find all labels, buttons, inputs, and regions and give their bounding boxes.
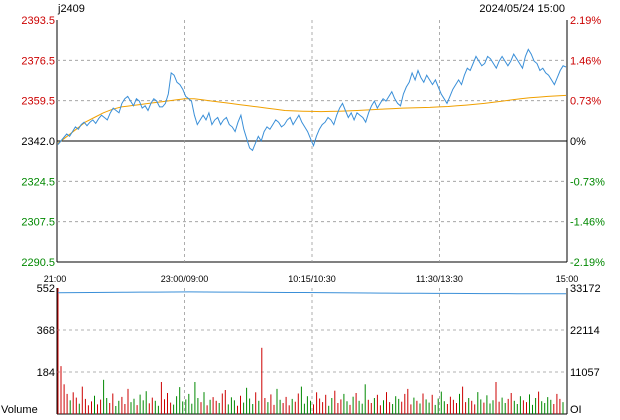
volume-panel: 552 368 184 33172 22114 11057 Volume OI [1,283,601,416]
y-tick-label-right: 1.46% [570,55,601,67]
oi-y-ticks-right: 33172 22114 11057 [570,283,601,379]
price-grid [57,20,567,262]
y-tick-label-left: 2376.5 [21,55,55,67]
price-y-ticks-left: 2393.5 2376.5 2359.5 2342.0 2324.5 2307.5 2290… [21,15,55,269]
y-tick-label-left: 2342.0 [21,136,55,148]
volume-bars [57,288,564,414]
x-tick-label: 23:00/09:00 [161,274,209,284]
price-y-ticks-right: 2.19% 1.46% 0.73% 0% -0.73% -1.46% -2.19% [570,15,605,269]
y-tick-label-left: 2393.5 [21,15,55,27]
y-tick-label-right: -1.46% [570,217,605,229]
open-interest-line [57,291,567,295]
y-tick-label-right: 0.73% [570,96,601,108]
volume-grid [57,288,567,414]
oi-tick-label: 11057 [570,367,600,379]
oi-tick-label: 33172 [570,283,601,295]
volume-label: Volume [1,404,38,416]
y-tick-label-right: -2.19% [570,257,605,269]
y-tick-label-right: 2.19% [570,15,601,27]
x-tick-label: 10:15/10:30 [288,274,336,284]
y-tick-label-left: 2307.5 [21,217,55,229]
y-tick-label-left: 2324.5 [21,176,55,188]
volume-y-ticks-left: 552 368 184 [37,283,55,379]
volume-tick-label: 368 [37,325,55,337]
datetime-label: 2024/05/24 15:00 [479,3,565,15]
y-tick-label-left: 2359.5 [21,96,55,108]
volume-tick-label: 552 [37,283,55,295]
symbol-label: j2409 [57,3,85,15]
x-tick-label: 21:00 [44,274,67,284]
x-tick-label: 11:30/13:30 [416,274,463,284]
price-panel: 2393.5 2376.5 2359.5 2342.0 2324.5 2307.5 2290… [21,15,605,284]
y-tick-label-right: -0.73% [570,176,605,188]
oi-tick-label: 22114 [570,325,600,337]
y-tick-label-left: 2290.5 [21,257,55,269]
price-x-ticks: 21:00 23:00/09:00 10:15/10:30 11:30/13:30 15… [44,274,579,284]
x-tick-label: 15:00 [556,274,579,284]
oi-label: OI [570,404,582,416]
price-line [57,48,567,152]
y-tick-label-right: 0% [570,136,586,148]
average-price-line [57,94,567,144]
volume-tick-label: 184 [37,367,55,379]
